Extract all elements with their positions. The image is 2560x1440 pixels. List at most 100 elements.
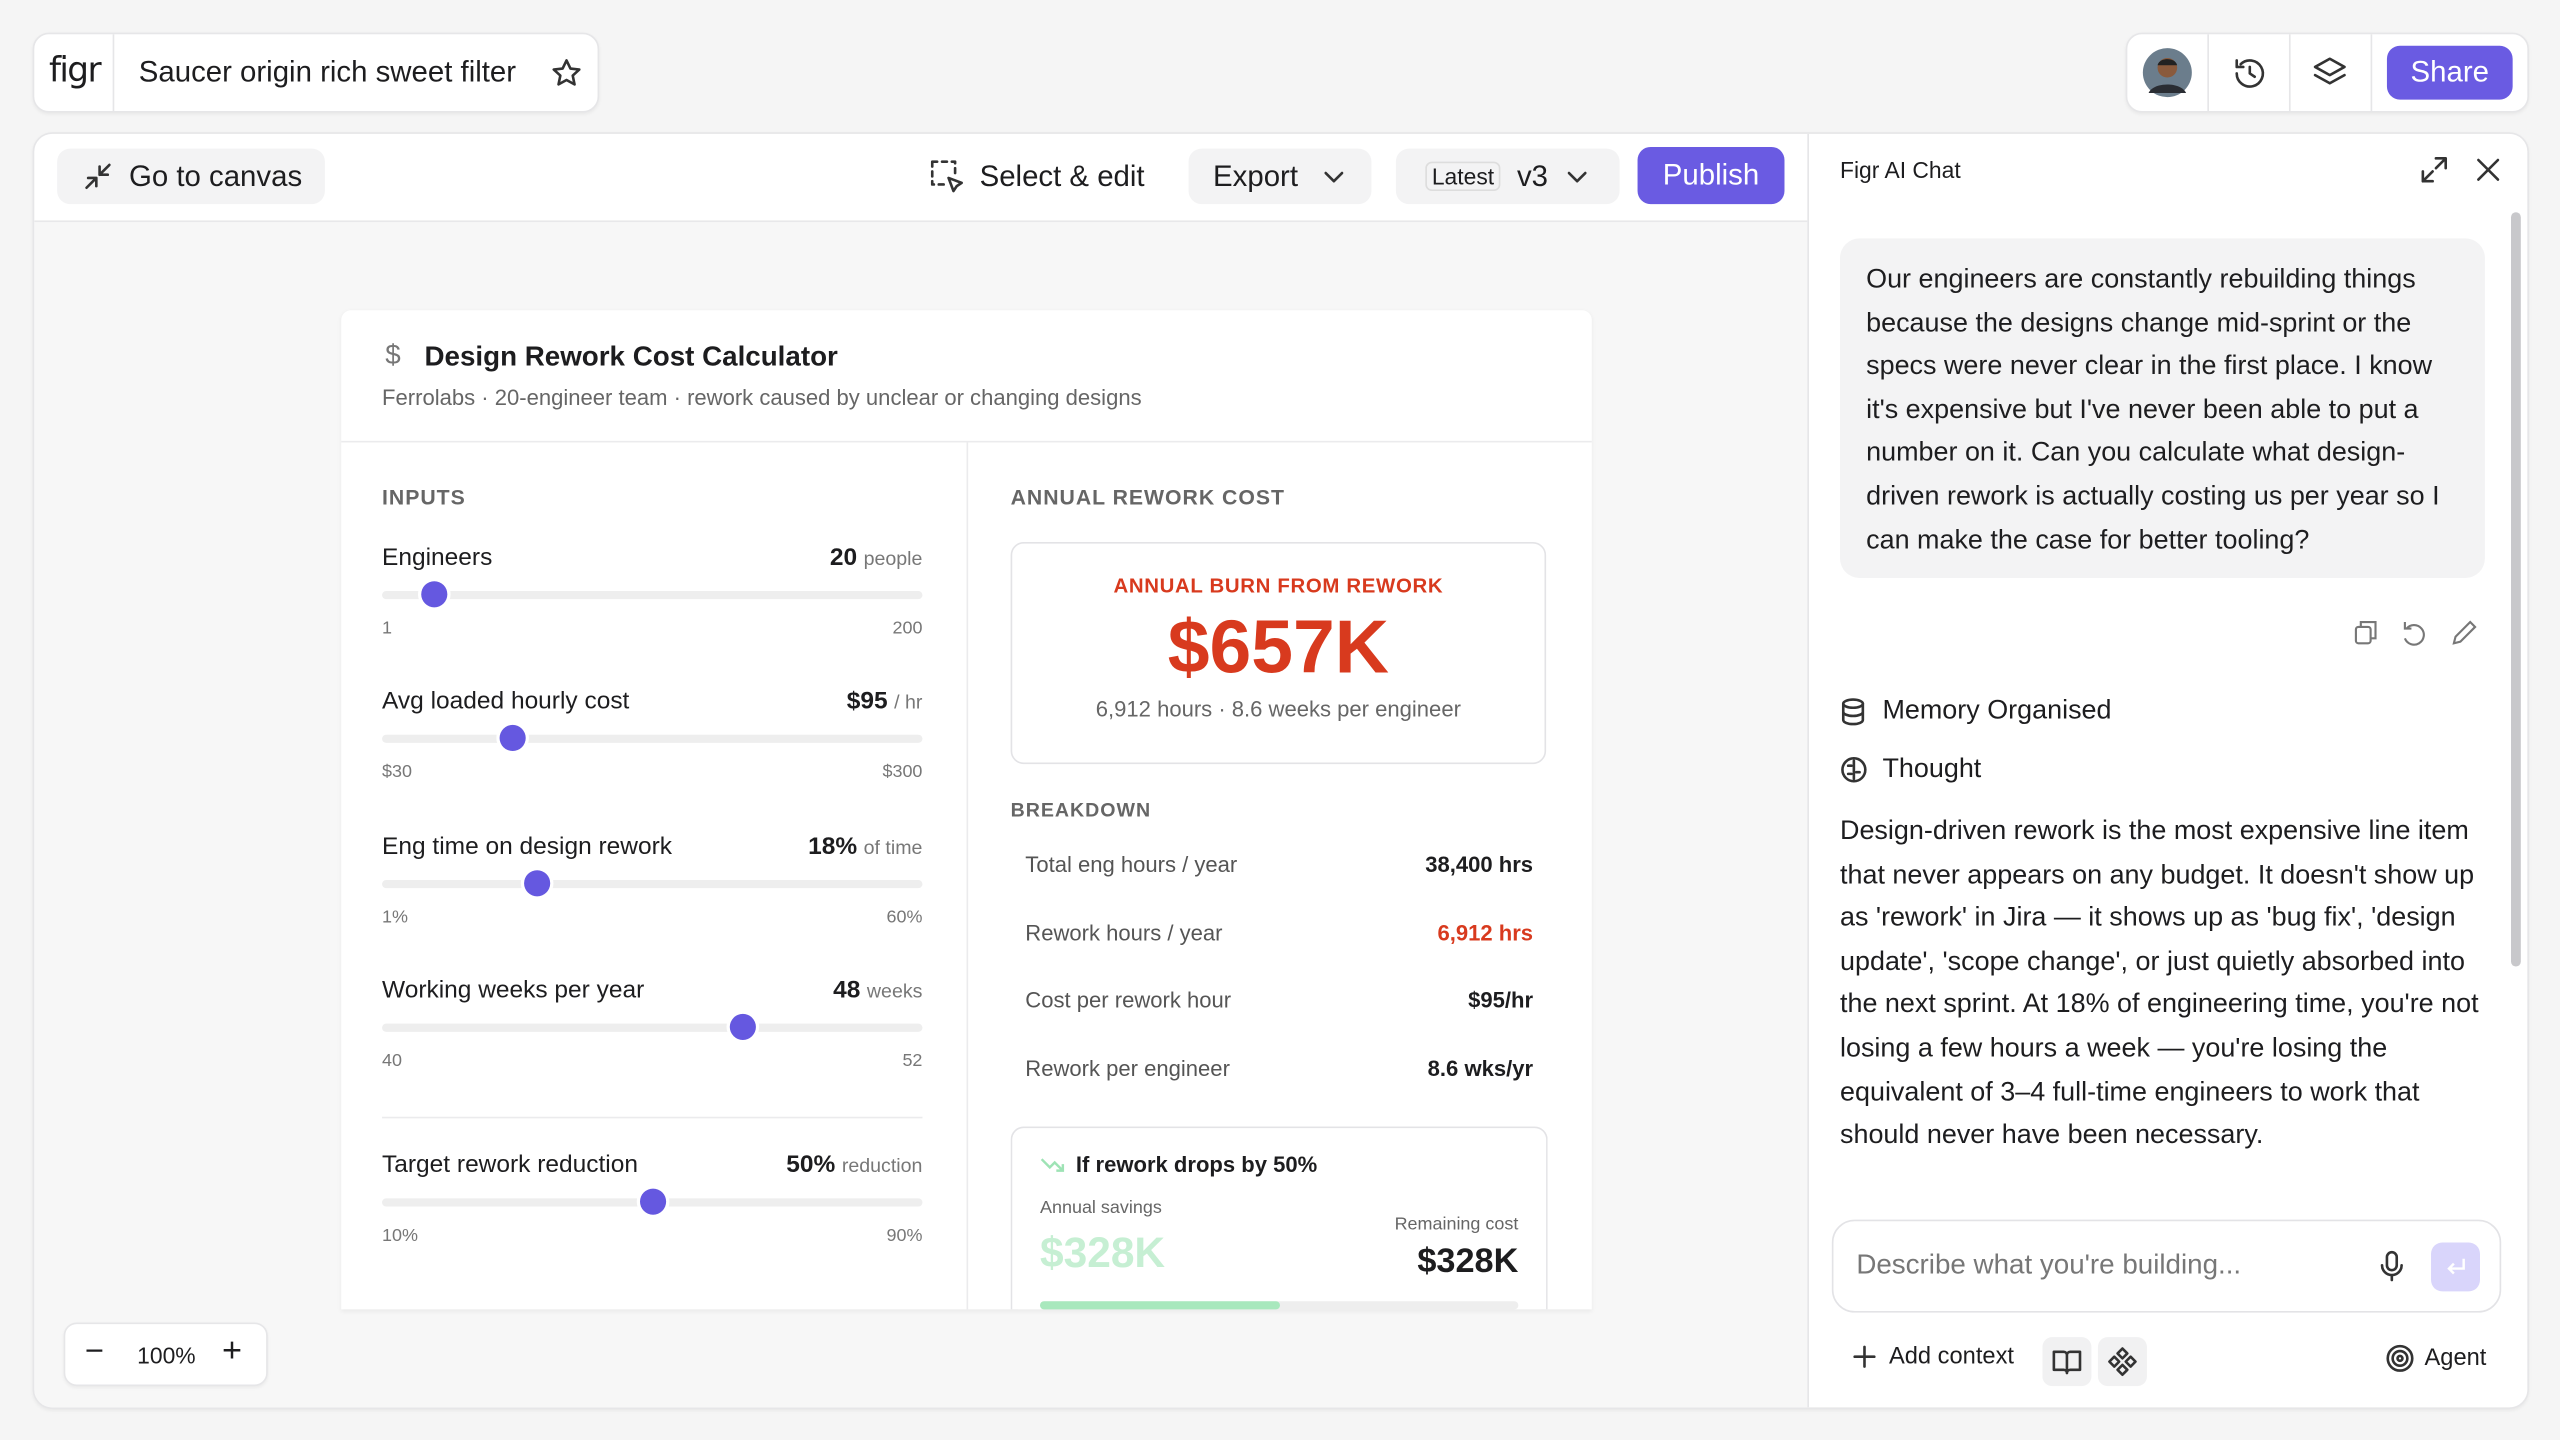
input-placeholder: Describe what you're building... — [1856, 1248, 2242, 1280]
input-value: $95/ hr — [847, 687, 923, 715]
slider-track — [382, 734, 923, 743]
logo[interactable]: figr — [48, 50, 102, 90]
zoom-out[interactable]: − — [84, 1333, 104, 1370]
slider-row: Target rework reduction 50% reduction 10% 90… — [382, 1151, 923, 1249]
breakdown-value: 38,400 hrs — [1425, 852, 1534, 877]
library-button[interactable] — [2042, 1337, 2092, 1387]
breakdown-value: 8.6 wks/yr — [1427, 1056, 1534, 1081]
remaining-value: $328K — [1417, 1242, 1519, 1280]
slider-max: 90% — [886, 1226, 923, 1246]
memory-icon — [1841, 698, 1865, 726]
slider-thumb[interactable] — [420, 581, 447, 608]
go-to-canvas-button[interactable]: Go to canvas — [57, 148, 325, 205]
trend-icon — [1040, 1158, 1065, 1172]
burn-value: $657K — [1167, 604, 1390, 689]
slider-track — [382, 591, 923, 600]
slider-thumb[interactable] — [729, 1013, 756, 1040]
assistant-reply: Design-driven rework is the most expensi… — [1839, 816, 2479, 1150]
chat-input[interactable]: Describe what you're building... — [1831, 1219, 2502, 1313]
input-label: Eng time on design rework — [382, 832, 672, 861]
slider-thumb[interactable] — [639, 1188, 666, 1215]
plus-icon — [1853, 1345, 1876, 1368]
slider-row: Working weeks per year 48 weeks 40 52 — [382, 976, 923, 1074]
layers-icon[interactable] — [2310, 54, 2349, 93]
add-context-button[interactable]: Add context — [1851, 1344, 2014, 1370]
value: $95 — [846, 687, 888, 716]
input-value: 48 weeks — [833, 976, 922, 1004]
savings-label: Annual savings — [1039, 1198, 1162, 1218]
inputs-heading: INPUTS — [382, 484, 466, 510]
version-button[interactable]: Latest v3 — [1395, 148, 1620, 205]
history-icon[interactable] — [2230, 54, 2269, 93]
publish-button[interactable]: Publish — [1637, 146, 1785, 205]
breakdown-row: Cost per rework hour $95/hr — [1025, 988, 1533, 1021]
star-icon[interactable] — [550, 57, 583, 90]
chat-title: Figr AI Chat — [1839, 156, 1961, 183]
file-bar: figr Saucer origin rich sweet filter — [32, 32, 600, 113]
label: Add context — [1888, 1343, 2015, 1370]
zoom-in[interactable]: + — [222, 1332, 243, 1370]
slider-thumb[interactable] — [524, 870, 551, 897]
mic-icon[interactable] — [2377, 1249, 2406, 1282]
label: Export — [1213, 159, 1299, 192]
divider — [2288, 34, 2291, 112]
results-heading: ANNUAL REWORK COST — [1010, 484, 1285, 510]
value: 48 — [833, 976, 861, 1005]
collapse-icon — [85, 163, 111, 190]
breakdown-value: 6,912 hrs — [1437, 920, 1534, 945]
close-icon[interactable] — [2473, 155, 2502, 184]
slider-min: 1 — [382, 618, 393, 639]
input-label: Avg loaded hourly cost — [382, 687, 630, 716]
label: Select & edit — [979, 159, 1145, 192]
burn-sub: 6,912 hours · 8.6 weeks per engineer — [1095, 697, 1461, 722]
progress-fill — [1039, 1301, 1280, 1310]
slider-max: 60% — [886, 907, 923, 928]
version-label: Latest — [1425, 161, 1501, 192]
slider-max: $300 — [882, 762, 923, 783]
send-icon — [2447, 1258, 2465, 1275]
savings-value: $328K — [1039, 1227, 1166, 1277]
breakdown-label: Rework per engineer — [1025, 1056, 1230, 1081]
file-name[interactable]: Saucer origin rich sweet filter — [138, 55, 517, 89]
breakdown-label: Rework hours / year — [1025, 920, 1223, 945]
column-divider — [966, 442, 969, 1310]
burn-box: ANNUAL BURN FROM REWORK $657K 6,912 hour… — [1010, 542, 1547, 765]
breakdown-value: $95/hr — [1468, 988, 1534, 1013]
breakdown-row: Rework per engineer 8.6 wks/yr — [1025, 1056, 1533, 1089]
chevron — [1324, 171, 1344, 183]
message-actions[interactable] — [2351, 619, 2482, 648]
send-button[interactable] — [2431, 1242, 2480, 1292]
breakdown-row: Rework hours / year 6,912 hrs — [1025, 920, 1533, 953]
chat-step: Memory Organised — [1882, 695, 2112, 725]
unit: / hr — [894, 690, 923, 714]
export-button[interactable]: Export — [1188, 148, 1372, 205]
expand-icon[interactable] — [2420, 155, 2449, 184]
slider-row: Eng time on design rework 18% of time 1% 60% — [382, 832, 923, 931]
agent-button[interactable]: Agent — [2385, 1344, 2486, 1373]
slider-min: $30 — [382, 762, 413, 783]
components-button[interactable] — [2097, 1337, 2147, 1387]
breakdown-heading: BREAKDOWN — [1010, 798, 1152, 822]
top-actions: Share — [2125, 32, 2529, 113]
slider-min: 10% — [382, 1226, 419, 1246]
slider-max: 200 — [892, 618, 923, 639]
breakdown-label: Total eng hours / year — [1025, 852, 1238, 877]
select-edit-button[interactable]: Select & edit — [927, 149, 1145, 205]
inputs-divider — [382, 1116, 923, 1119]
select-icon — [930, 160, 963, 193]
zoom-level: 100% — [137, 1342, 196, 1369]
zoom-control: − 100% + — [63, 1322, 268, 1387]
agent-icon — [2386, 1344, 2414, 1372]
slider-max: 52 — [902, 1051, 923, 1072]
user-message: Our engineers are constantly rebuilding … — [1839, 238, 2485, 578]
dollar-icon: $ — [385, 339, 401, 371]
divider — [112, 34, 115, 112]
calculator-title: Design Rework Cost Calculator — [424, 341, 838, 373]
avatar[interactable] — [2142, 47, 2193, 98]
share-button[interactable]: Share — [2386, 45, 2513, 100]
slider-thumb[interactable] — [499, 724, 526, 752]
scenario-title: If rework drops by 50% — [1075, 1152, 1318, 1178]
label: Go to canvas — [128, 159, 303, 192]
